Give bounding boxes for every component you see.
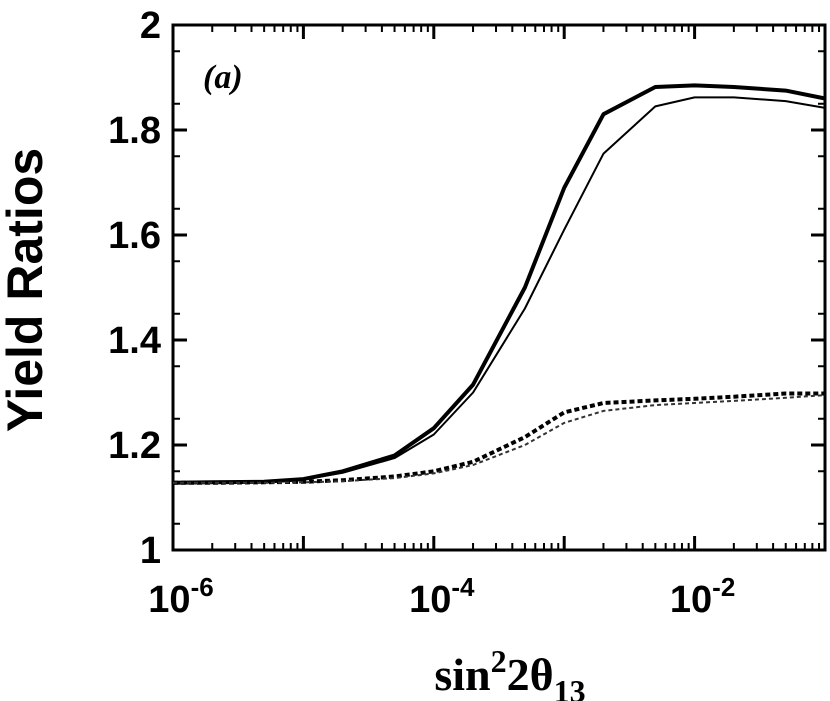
x-tick-label-base: 10 xyxy=(148,579,190,621)
series-line-dashed-thin xyxy=(173,394,826,484)
plot-frame xyxy=(171,23,827,552)
x-axis-label-sup: 2 xyxy=(491,643,507,679)
x-axis-label-base: sin xyxy=(434,649,490,700)
x-axis-label-sub: 13 xyxy=(554,673,586,701)
x-tick-label-exp: -2 xyxy=(712,572,735,602)
series-line-solid-thin xyxy=(172,96,826,484)
y-axis-label: Yield Ratios xyxy=(0,148,53,432)
x-tick-label: 10-4 xyxy=(409,572,475,621)
x-tick-label-exp: -4 xyxy=(451,572,475,602)
y-tick-label: 1.2 xyxy=(108,425,161,467)
panel-label: (a) xyxy=(203,59,243,96)
x-tick-label-base: 10 xyxy=(670,579,712,621)
y-tick-label: 1.6 xyxy=(108,215,161,257)
x-axis-label-mid: 2θ xyxy=(507,649,554,700)
x-tick-label: 10-2 xyxy=(670,572,735,621)
y-tick-label: 2 xyxy=(140,5,161,47)
x-tick-label: 10-6 xyxy=(148,572,213,621)
series-line-dashed-thick xyxy=(173,391,825,485)
x-axis-label: sin22θ13 xyxy=(434,643,585,701)
y-tick-label: 1.8 xyxy=(108,110,161,152)
x-tick-label-base: 10 xyxy=(409,579,451,621)
y-tick-label: 1.4 xyxy=(108,320,161,362)
y-tick-label: 1 xyxy=(140,530,161,572)
series-line-solid-thick xyxy=(172,83,826,485)
x-tick-label-exp: -6 xyxy=(191,572,214,602)
